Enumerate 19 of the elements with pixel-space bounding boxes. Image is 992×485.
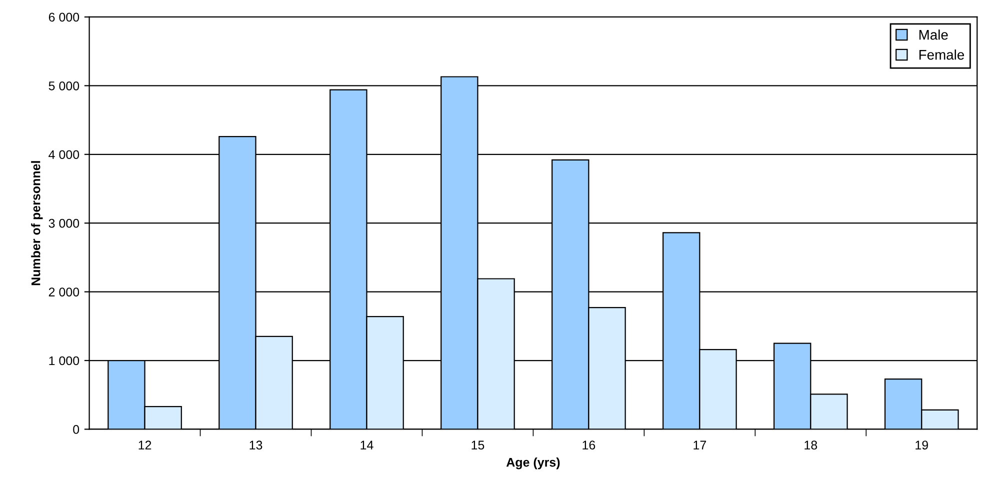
y-tick-label: 4 000 [48,150,80,160]
x-tick-label: 18 [804,440,818,450]
y-tick-label: 3 000 [48,218,80,228]
legend-label: Male [919,30,948,40]
x-tick-label: 12 [138,440,152,450]
y-tick-label: 5 000 [48,81,80,90]
x-tick-label: 16 [582,440,596,450]
x-tick-label: 13 [250,440,262,450]
legend-label: Female [919,50,964,60]
y-tick-label: 0 [73,425,80,434]
x-tick-label: 17 [694,440,706,450]
y-tick-label: 2 000 [48,288,80,296]
x-axis-title: Age (yrs) [506,458,560,470]
x-tick-label: 19 [916,440,928,450]
y-tick-label: 1 000 [49,356,80,366]
y-axis-title: Number of personnel [31,161,43,286]
y-tick-label: 6 000 [48,12,80,22]
x-tick-label: 14 [360,440,374,450]
x-tick-label: 15 [472,440,484,450]
